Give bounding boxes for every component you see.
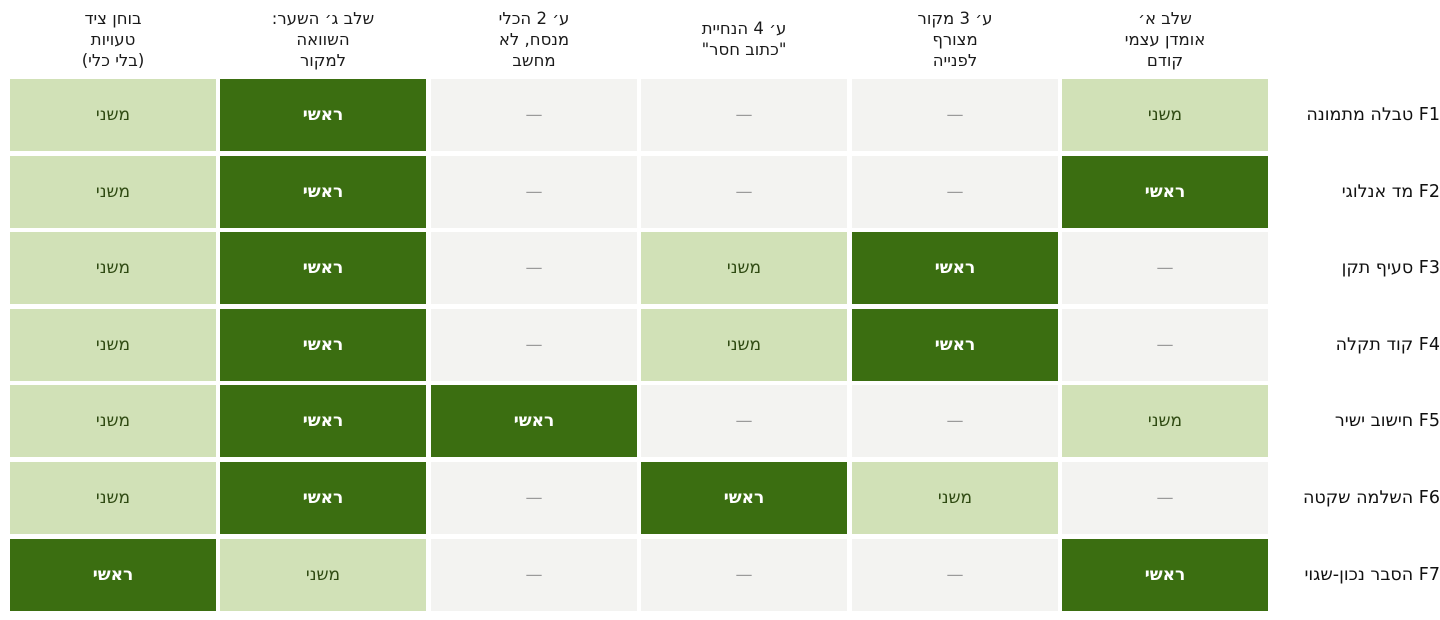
matrix-cell-none: — [641,79,847,151]
matrix-cell-primary: ראשי [1062,539,1268,611]
column-header: ע׳ 4 הנחיית "כתוב חסר" [701,19,787,59]
matrix-cell-primary: ראשי [220,156,426,228]
matrix-cell-primary: ראשי [641,462,847,534]
row-label: F5 חישוב ישיר [1334,411,1440,431]
matrix-cell-none: — [431,462,637,534]
row-label: F1 טבלה מתמונה [1306,105,1440,125]
matrix-cell-none: — [852,539,1058,611]
matrix-cell-primary: ראשי [220,79,426,151]
matrix-cell-secondary: משני [10,309,216,381]
matrix-cell-secondary: משני [1062,385,1268,457]
column-header: שלב א׳ אומדן עצמי קודם [1124,8,1206,70]
matrix-cell-secondary: משני [641,309,847,381]
matrix-cell-secondary: משני [10,462,216,534]
row-label: F4 קוד תקלה [1335,335,1440,355]
column-header: בוחן ציד טעויות (בלי כלי) [81,8,145,70]
matrix-cell-primary: ראשי [1062,156,1268,228]
matrix-cell-primary: ראשי [10,539,216,611]
matrix-cell-secondary: משני [1062,79,1268,151]
matrix-cell-none: — [641,156,847,228]
matrix-cell-none: — [431,79,637,151]
matrix-cell-primary: ראשי [220,462,426,534]
column-header: ע׳ 3 מקור מצורף לפנייה [917,8,993,70]
matrix-cell-none: — [1062,232,1268,304]
matrix-cell-secondary: משני [10,79,216,151]
matrix-cell-none: — [431,156,637,228]
matrix-cell-none: — [852,385,1058,457]
matrix-cell-none: — [431,232,637,304]
row-label: F3 סעיף תקן [1341,258,1440,278]
matrix-cell-none: — [431,539,637,611]
matrix-cell-secondary: משני [220,539,426,611]
matrix-cell-primary: ראשי [220,232,426,304]
column-header: שלב ג׳ השער: השוואה למקור [271,8,375,70]
matrix-cell-none: — [852,156,1058,228]
matrix-cell-primary: ראשי [852,309,1058,381]
matrix-cell-primary: ראשי [852,232,1058,304]
matrix-cell-secondary: משני [10,232,216,304]
matrix-cell-none: — [641,539,847,611]
matrix-cell-none: — [641,385,847,457]
matrix-cell-secondary: משני [10,156,216,228]
row-label: F7 הסבר נכון-שגוי [1304,565,1440,585]
row-label: F6 השלמה שקטה [1302,488,1440,508]
matrix-cell-secondary: משני [852,462,1058,534]
matrix-cell-none: — [1062,462,1268,534]
row-label: F2 מד אנלוגי [1341,182,1440,202]
matrix-cell-none: — [431,309,637,381]
matrix-cell-secondary: משני [641,232,847,304]
matrix-cell-none: — [1062,309,1268,381]
matrix-cell-primary: ראשי [220,385,426,457]
matrix-cell-primary: ראשי [220,309,426,381]
matrix-cell-primary: ראשי [431,385,637,457]
matrix-cell-none: — [852,79,1058,151]
column-header: ע׳ 2 הכלי מנסח, לא מחשב [498,8,570,70]
matrix-cell-secondary: משני [10,385,216,457]
